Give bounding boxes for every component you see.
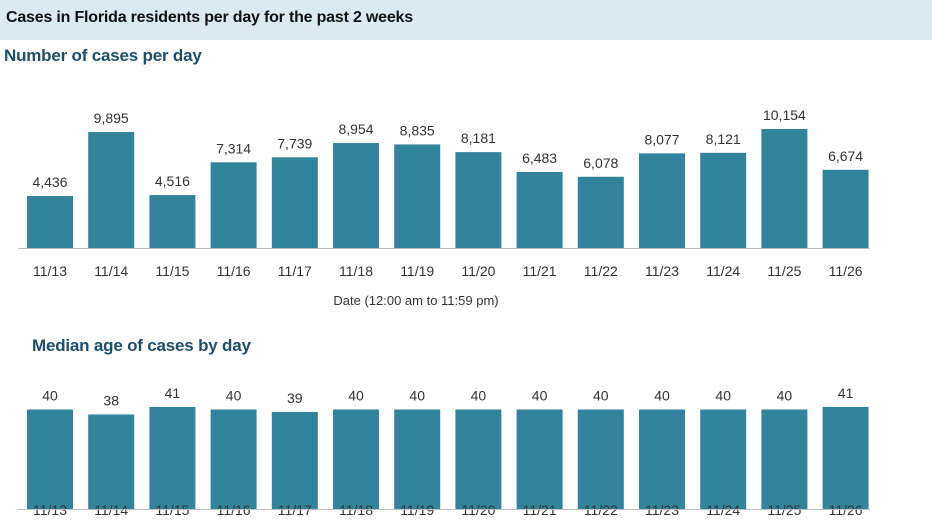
data-label: 40 [593,387,609,403]
x-tick-label: 11/21 [523,263,557,279]
data-label: 6,483 [522,150,557,166]
bar-11-22 [577,176,624,248]
x-tick-label: 11/14 [94,263,128,279]
data-label: 7,314 [216,140,251,156]
data-label: 4,436 [32,174,67,190]
data-label: 9,895 [94,110,129,126]
bar-11-22 [577,409,624,509]
bar-11-13 [27,196,73,248]
bar-11-23 [639,153,685,248]
data-label: 8,954 [338,121,373,137]
data-label: 4,516 [155,173,190,189]
page-title: Cases in Florida residents per day for t… [6,9,413,26]
bar-11-21 [516,172,563,248]
x-tick-label: 11/19 [400,263,434,279]
x-tick-label: 11/18 [339,263,373,279]
x-tick-label: 11/13 [33,263,67,279]
data-label: 39 [287,390,303,406]
median-age-chart-title: Median age of cases by day [32,336,251,355]
bar-11-26 [822,407,869,509]
data-label: 40 [654,387,670,403]
data-label: 10,154 [763,107,806,123]
data-label: 40 [348,387,364,403]
bar-11-21 [516,409,563,509]
x-tick-label: 11/22 [584,263,618,279]
header-banner: Cases in Florida residents per day for t… [0,0,932,40]
bar-11-13 [27,409,73,509]
data-label: 8,181 [461,130,496,146]
data-label: 38 [103,392,119,408]
bar-11-16 [210,162,257,248]
bar-11-20 [455,409,502,509]
cases-per-day-chart: 4,436 11/13 9,895 11/14 4,516 11/15 7,314 11/16… [18,107,870,308]
data-label: 8,077 [644,131,679,147]
x-tick-label: 11/15 [155,263,189,279]
x-tick-label: 11/23 [645,263,679,279]
bar-11-15 [149,195,196,248]
data-label: 6,078 [583,155,618,171]
bar-11-17 [271,157,318,248]
data-label: 6,674 [828,148,863,164]
data-label: 40 [715,387,731,403]
x-tick-label: 11/20 [461,263,495,279]
data-label: 40 [532,387,548,403]
data-label: 8,835 [400,122,435,138]
data-label: 7,739 [277,135,312,151]
bar-11-16 [210,409,257,509]
bar-11-20 [455,152,502,248]
bar-11-24 [700,409,747,509]
bar-11-15 [149,407,196,509]
data-label: 8,121 [706,131,741,147]
bar-11-19 [394,144,441,248]
data-label: 41 [165,385,181,401]
x-tick-label: 11/25 [767,263,801,279]
bar-11-24 [700,152,747,248]
bar-11-18 [333,409,379,509]
data-label: 40 [409,387,425,403]
data-label: 40 [226,387,242,403]
x-tick-label: 11/16 [217,263,251,279]
data-label: 40 [42,387,58,403]
bar-11-25 [761,409,808,509]
x-tick-label: 11/17 [278,263,312,279]
x-tick-label: 11/24 [706,263,740,279]
x-axis-title: Date (12:00 am to 11:59 pm) [333,293,498,308]
bar-11-18 [333,143,379,248]
bar-11-17 [271,411,318,509]
median-age-chart: 4011/133811/144111/154011/163911/174011/… [18,385,870,518]
x-tick-label: 11/26 [829,263,863,279]
bar-11-23 [639,409,685,509]
bar-11-25 [761,129,808,248]
data-label: 41 [838,385,854,401]
bar-11-14 [88,414,135,509]
data-label: 40 [471,387,487,403]
bar-11-19 [394,409,441,509]
cases-chart-title: Number of cases per day [4,46,202,65]
bar-11-26 [822,169,869,248]
data-label: 40 [777,387,793,403]
bar-11-14 [88,132,135,248]
